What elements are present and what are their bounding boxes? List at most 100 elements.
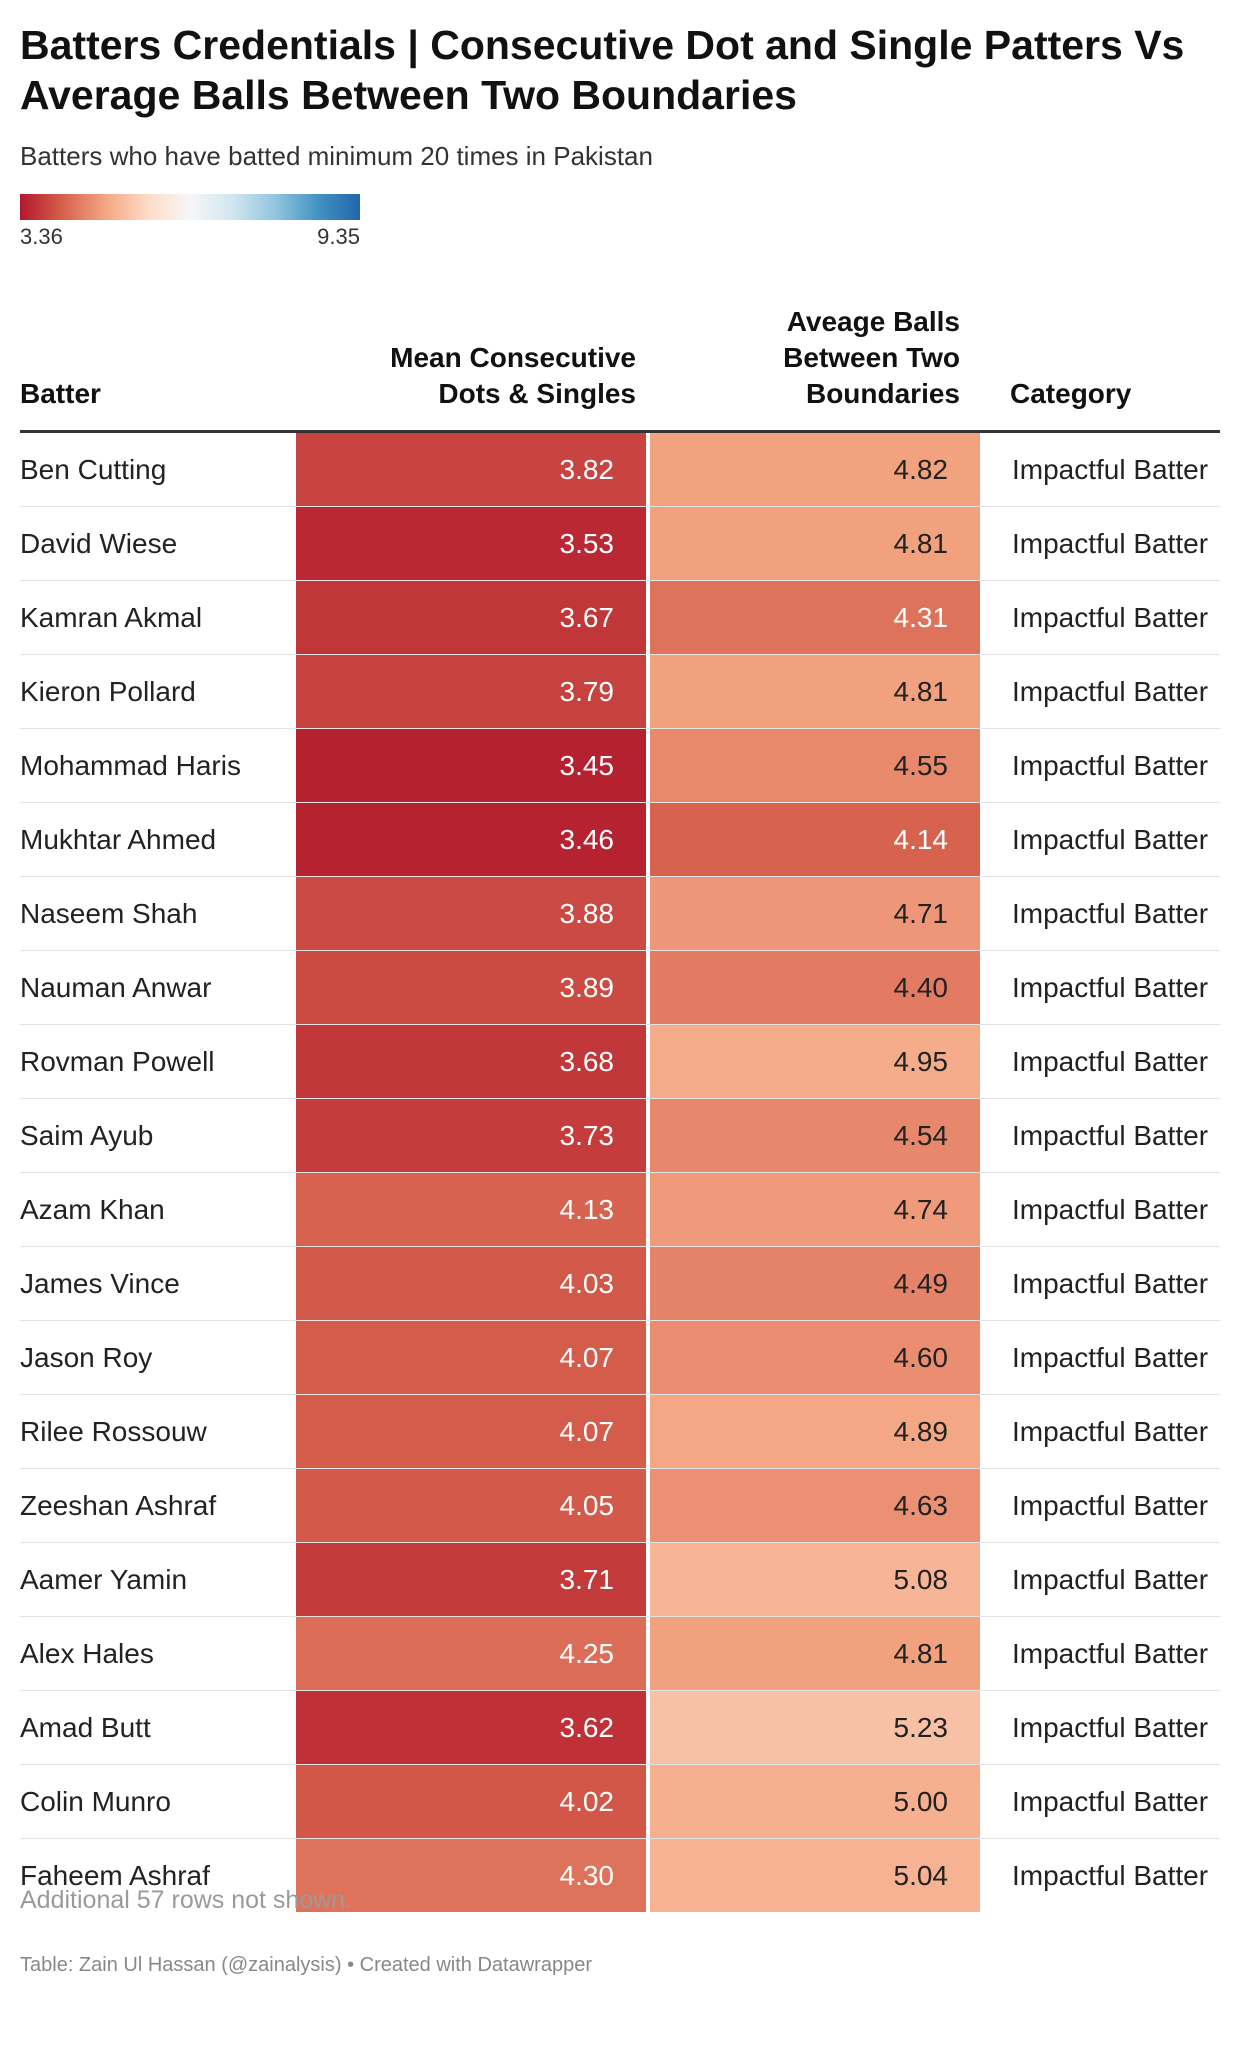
cell-mean-consecutive: 4.02 — [296, 1765, 646, 1838]
cell-average-balls: 4.71 — [650, 877, 980, 950]
cell-category: Impactful Batter — [1012, 972, 1209, 1003]
cell-mean-consecutive: 4.13 — [296, 1173, 646, 1246]
cell-category: Impactful Batter — [1012, 1120, 1209, 1151]
cell-batter: David Wiese — [20, 528, 178, 559]
cell-category: Impactful Batter — [1012, 1268, 1209, 1299]
cell-mean-consecutive: 3.46 — [296, 803, 646, 876]
table-row: Rilee Rossouw 4.07 4.89 Impactful Batter — [20, 1395, 1220, 1469]
cell-batter: Nauman Anwar — [20, 972, 212, 1003]
table-row: Naseem Shah 3.88 4.71 Impactful Batter — [20, 877, 1220, 951]
cell-category: Impactful Batter — [1012, 1860, 1209, 1891]
cell-average-balls: 4.49 — [650, 1247, 980, 1320]
cell-category: Impactful Batter — [1012, 824, 1209, 855]
cell-batter: Amad Butt — [20, 1712, 151, 1743]
cell-batter: Naseem Shah — [20, 898, 198, 929]
cell-batter: Rovman Powell — [20, 1046, 215, 1077]
cell-mean-consecutive: 4.03 — [296, 1247, 646, 1320]
cell-average-balls: 4.81 — [650, 1617, 980, 1690]
cell-average-balls: 4.60 — [650, 1321, 980, 1394]
cell-average-balls: 4.55 — [650, 729, 980, 802]
table-row: Zeeshan Ashraf 4.05 4.63 Impactful Batter — [20, 1469, 1220, 1543]
chart-title: Batters Credentials | Consecutive Dot an… — [20, 22, 1185, 118]
cell-batter: Ben Cutting — [20, 454, 167, 485]
cell-batter: Mohammad Haris — [20, 750, 241, 781]
table-row: Azam Khan 4.13 4.74 Impactful Batter — [20, 1173, 1220, 1247]
column-header-mean-consecutive[interactable]: Mean Consecutive Dots & Singles — [390, 342, 636, 409]
table-row: Jason Roy 4.07 4.60 Impactful Batter — [20, 1321, 1220, 1395]
cell-mean-consecutive: 3.82 — [296, 433, 646, 506]
cell-mean-consecutive: 3.45 — [296, 729, 646, 802]
cell-batter: Rilee Rossouw — [20, 1416, 207, 1447]
cell-mean-consecutive: 3.71 — [296, 1543, 646, 1616]
cell-mean-consecutive: 4.07 — [296, 1321, 646, 1394]
cell-category: Impactful Batter — [1012, 602, 1209, 633]
cell-average-balls: 4.95 — [650, 1025, 980, 1098]
cell-category: Impactful Batter — [1012, 528, 1209, 559]
cell-average-balls: 5.00 — [650, 1765, 980, 1838]
legend-gradient-bar — [20, 194, 360, 220]
cell-batter: Colin Munro — [20, 1786, 171, 1817]
cell-category: Impactful Batter — [1012, 1638, 1209, 1669]
cell-batter: Jason Roy — [20, 1342, 153, 1373]
cell-batter: Mukhtar Ahmed — [20, 824, 217, 855]
cell-mean-consecutive: 3.67 — [296, 581, 646, 654]
cell-mean-consecutive: 3.62 — [296, 1691, 646, 1764]
cell-average-balls: 4.82 — [650, 433, 980, 506]
cell-category: Impactful Batter — [1012, 1490, 1209, 1521]
table-row: Ben Cutting 3.82 4.82 Impactful Batter — [20, 433, 1220, 507]
cell-average-balls: 4.74 — [650, 1173, 980, 1246]
cell-category: Impactful Batter — [1012, 1342, 1209, 1373]
column-header-category[interactable]: Category — [1010, 378, 1132, 409]
cell-mean-consecutive: 4.30 — [296, 1839, 646, 1912]
table-row: Alex Hales 4.25 4.81 Impactful Batter — [20, 1617, 1220, 1691]
cell-batter: Aamer Yamin — [20, 1564, 188, 1595]
cell-batter: Kamran Akmal — [20, 602, 203, 633]
cell-average-balls: 5.23 — [650, 1691, 980, 1764]
cell-category: Impactful Batter — [1012, 1712, 1209, 1743]
cell-batter: Faheem Ashraf — [20, 1860, 210, 1891]
legend-min-label: 3.36 — [20, 224, 63, 249]
cell-average-balls: 4.63 — [650, 1469, 980, 1542]
column-header-average-balls[interactable]: Aveage Balls Between Two Boundaries — [783, 306, 960, 409]
more-rows-note: Additional 57 rows not shown. — [20, 1886, 353, 1914]
cell-category: Impactful Batter — [1012, 1416, 1209, 1447]
color-legend: 3.36 9.35 — [20, 194, 360, 250]
table-row: Colin Munro 4.02 5.00 Impactful Batter — [20, 1765, 1220, 1839]
table-row: Mukhtar Ahmed 3.46 4.14 Impactful Batter — [20, 803, 1220, 877]
cell-category: Impactful Batter — [1012, 1046, 1209, 1077]
table-header: Batter Mean Consecutive Dots & Singles Av… — [20, 300, 1220, 433]
cell-mean-consecutive: 4.25 — [296, 1617, 646, 1690]
cell-mean-consecutive: 3.88 — [296, 877, 646, 950]
cell-category: Impactful Batter — [1012, 898, 1209, 929]
table-row: Faheem Ashraf 4.30 5.04 Impactful Batter — [20, 1839, 1220, 1912]
source-credit: Table: Zain Ul Hassan (@zainalysis) • Cr… — [20, 1954, 592, 1976]
cell-mean-consecutive: 3.73 — [296, 1099, 646, 1172]
column-header-batter[interactable]: Batter — [20, 378, 101, 409]
cell-average-balls: 4.54 — [650, 1099, 980, 1172]
cell-average-balls: 4.14 — [650, 803, 980, 876]
cell-batter: James Vince — [20, 1268, 180, 1299]
cell-mean-consecutive: 3.53 — [296, 507, 646, 580]
cell-batter: Kieron Pollard — [20, 676, 196, 707]
cell-mean-consecutive: 4.05 — [296, 1469, 646, 1542]
cell-batter: Azam Khan — [20, 1194, 165, 1225]
cell-batter: Alex Hales — [20, 1638, 154, 1669]
cell-category: Impactful Batter — [1012, 676, 1209, 707]
cell-average-balls: 4.31 — [650, 581, 980, 654]
table-row: David Wiese 3.53 4.81 Impactful Batter — [20, 507, 1220, 581]
cell-average-balls: 4.81 — [650, 655, 980, 728]
cell-average-balls: 4.40 — [650, 951, 980, 1024]
table-row: Saim Ayub 3.73 4.54 Impactful Batter — [20, 1099, 1220, 1173]
cell-category: Impactful Batter — [1012, 750, 1209, 781]
cell-category: Impactful Batter — [1012, 1786, 1209, 1817]
table-row: James Vince 4.03 4.49 Impactful Batter — [20, 1247, 1220, 1321]
cell-mean-consecutive: 3.89 — [296, 951, 646, 1024]
table-body: Ben Cutting 3.82 4.82 Impactful Batter David… — [20, 433, 1220, 1912]
cell-category: Impactful Batter — [1012, 1194, 1209, 1225]
cell-batter: Zeeshan Ashraf — [20, 1490, 217, 1521]
chart-subtitle: Batters who have batted minimum 20 times… — [20, 141, 653, 171]
table-row: Amad Butt 3.62 5.23 Impactful Batter — [20, 1691, 1220, 1765]
legend-max-label: 9.35 — [317, 224, 360, 249]
table-row: Aamer Yamin 3.71 5.08 Impactful Batter — [20, 1543, 1220, 1617]
table-row: Nauman Anwar 3.89 4.40 Impactful Batter — [20, 951, 1220, 1025]
